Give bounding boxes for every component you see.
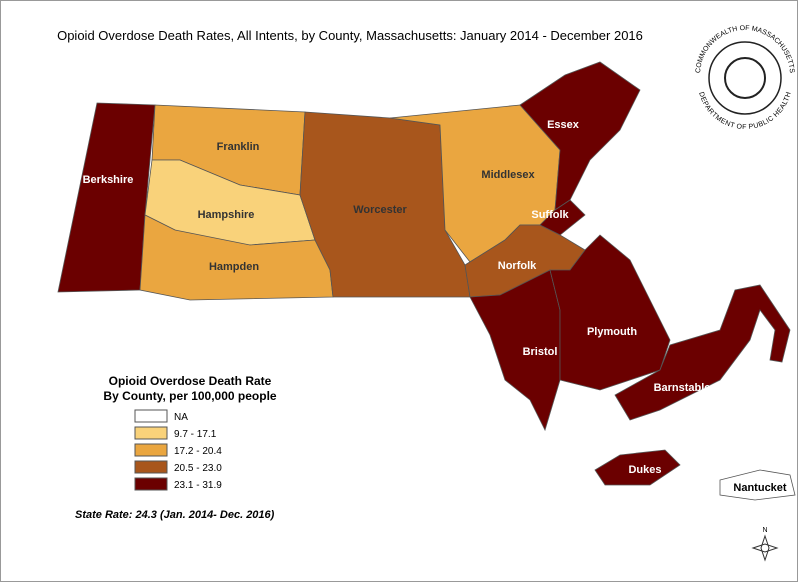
county <box>549 234 671 391</box>
legend-label: 23.1 - 31.9 <box>174 480 222 491</box>
compass-label: N <box>762 527 767 534</box>
counties <box>57 61 796 501</box>
legend-swatch <box>134 477 168 491</box>
county-label: Essex <box>547 119 580 131</box>
county-label: Franklin <box>217 141 260 153</box>
legend-swatch <box>134 460 168 474</box>
county-label: Barnstable <box>654 382 711 394</box>
legend-title: Opioid Overdose Death Rate <box>109 374 272 388</box>
county <box>719 469 796 501</box>
county <box>594 449 681 486</box>
county-label: Plymouth <box>587 326 637 338</box>
county <box>519 61 641 211</box>
county-label: Berkshire <box>83 174 134 186</box>
legend-label: 9.7 - 17.1 <box>174 429 217 440</box>
legend-swatch <box>134 443 168 457</box>
legend-label: 17.2 - 20.4 <box>174 446 222 457</box>
county-labels: Berkshire Franklin Hampshire Hampden Wor… <box>83 119 787 494</box>
legend-label: NA <box>174 412 188 423</box>
county-label: Nantucket <box>733 482 787 494</box>
county-label: Bristol <box>523 346 558 358</box>
legend-swatch <box>134 426 168 440</box>
county <box>614 284 791 421</box>
logo-ring <box>708 41 782 115</box>
county-label: Norfolk <box>498 260 537 272</box>
legend: Opioid Overdose Death Rate By County, pe… <box>103 374 276 491</box>
county-label: Suffolk <box>531 209 569 221</box>
county <box>469 269 561 432</box>
legend-label: 20.5 - 23.0 <box>174 463 222 474</box>
compass-needle <box>760 534 770 562</box>
compass-needle <box>751 543 779 553</box>
state-rate-note: State Rate: 24.3 (Jan. 2014- Dec. 2016) <box>75 509 275 521</box>
logo-seal <box>724 57 766 99</box>
county-label: Hampshire <box>198 209 255 221</box>
county-label: Hampden <box>209 261 259 273</box>
county-label: Dukes <box>628 464 661 476</box>
county-label: Middlesex <box>481 169 535 181</box>
county-label: Worcester <box>353 204 407 216</box>
map-title: Opioid Overdose Death Rates, All Intents… <box>57 28 643 43</box>
legend-swatch <box>134 409 168 423</box>
compass: N <box>751 527 779 562</box>
county <box>539 199 586 236</box>
legend-title: By County, per 100,000 people <box>103 389 276 403</box>
